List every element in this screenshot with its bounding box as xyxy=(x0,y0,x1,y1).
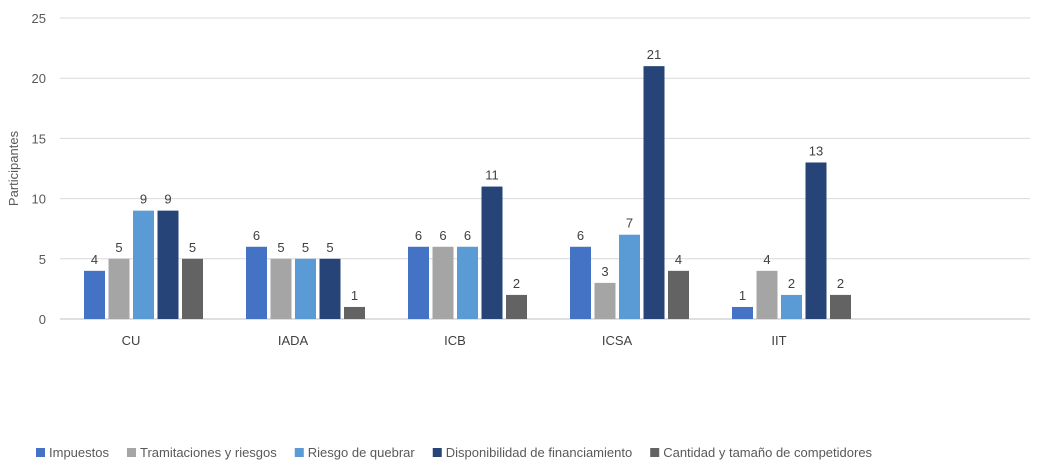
x-axis-categories: CU IADA ICB ICSA IIT xyxy=(122,333,787,348)
data-label: 9 xyxy=(164,192,171,207)
legend-swatch xyxy=(126,448,136,457)
bar-icsa-series-3 xyxy=(619,234,640,319)
data-label: 6 xyxy=(439,228,446,243)
data-label: 9 xyxy=(140,192,147,207)
legend: Impuestos Tramitaciones y riesgos Riesgo d… xyxy=(36,445,873,460)
legend-swatch xyxy=(36,448,45,457)
bar-icb-series-2 xyxy=(432,246,454,319)
legend-label: Tramitaciones y riesgos xyxy=(140,445,277,460)
data-labels: 4 5 9 9 5 6 5 5 5 1 6 6 6 11 2 6 3 7 21 4 1 4 2 13 2 xyxy=(91,47,844,303)
bar-cu-series-3 xyxy=(133,210,154,319)
bar-icsa-series-4 xyxy=(643,66,665,319)
legend-label: Impuestos xyxy=(49,445,109,460)
legend-swatch xyxy=(432,448,442,457)
data-label: 4 xyxy=(675,252,682,267)
bar-iada-series-3 xyxy=(295,258,316,319)
legend-swatch xyxy=(294,448,304,457)
y-tick-label: 20 xyxy=(32,71,46,86)
data-label: 21 xyxy=(647,47,661,62)
bar-iit-series-1 xyxy=(732,306,753,319)
data-label: 5 xyxy=(189,240,196,255)
y-tick-label: 15 xyxy=(32,131,46,146)
data-label: 2 xyxy=(788,276,795,291)
data-label: 1 xyxy=(351,288,358,303)
bar-iit-series-3 xyxy=(781,294,802,319)
y-axis-ticks: 0 5 10 15 20 25 xyxy=(32,11,46,327)
data-label: 2 xyxy=(837,276,844,291)
x-category-label: IIT xyxy=(771,333,786,348)
gridlines xyxy=(60,17,1030,320)
bar-iit-series-2 xyxy=(756,270,778,319)
data-label: 3 xyxy=(601,264,608,279)
data-label: 4 xyxy=(91,252,98,267)
bar-icb-series-1 xyxy=(408,246,429,319)
legend-swatch xyxy=(650,448,660,457)
data-label: 1 xyxy=(739,288,746,303)
bar-iit-series-4 xyxy=(805,162,827,319)
data-label: 7 xyxy=(626,216,633,231)
data-label: 11 xyxy=(485,168,499,183)
y-axis-title: Participantes xyxy=(6,130,21,206)
data-label: 4 xyxy=(763,252,770,267)
x-category-label: ICB xyxy=(444,333,466,348)
bar-iada-series-1 xyxy=(246,246,267,319)
bar-icsa-series-5 xyxy=(668,270,689,319)
data-label: 13 xyxy=(809,143,823,158)
x-category-label: ICSA xyxy=(602,333,633,348)
data-label: 6 xyxy=(253,228,260,243)
legend-label: Disponibilidad de financiamiento xyxy=(446,445,632,460)
data-label: 5 xyxy=(326,240,333,255)
data-label: 5 xyxy=(115,240,122,255)
data-label: 6 xyxy=(577,228,584,243)
y-tick-label: 10 xyxy=(32,192,46,207)
bar-icsa-series-2 xyxy=(594,282,616,319)
legend-label: Cantidad y tamaño de competidores xyxy=(663,445,872,460)
bars xyxy=(84,66,851,319)
bar-cu-series-5 xyxy=(182,258,203,319)
data-label: 5 xyxy=(277,240,284,255)
bar-icb-series-5 xyxy=(506,294,527,319)
bar-iada-series-4 xyxy=(319,258,341,319)
bar-iada-series-2 xyxy=(270,258,292,319)
bar-icsa-series-1 xyxy=(570,246,591,319)
bar-iada-series-5 xyxy=(344,306,365,319)
bar-icb-series-3 xyxy=(457,246,478,319)
x-category-label: IADA xyxy=(278,333,309,348)
data-label: 2 xyxy=(513,276,520,291)
data-label: 6 xyxy=(415,228,422,243)
bar-cu-series-4 xyxy=(157,210,179,319)
x-category-label: CU xyxy=(122,333,141,348)
bar-cu-series-1 xyxy=(84,270,105,319)
legend-label: Riesgo de quebrar xyxy=(308,445,416,460)
y-tick-label: 0 xyxy=(39,312,46,327)
y-tick-label: 25 xyxy=(32,11,46,26)
data-label: 5 xyxy=(302,240,309,255)
data-label: 6 xyxy=(464,228,471,243)
bar-icb-series-4 xyxy=(481,186,503,319)
y-tick-label: 5 xyxy=(39,252,46,267)
bar-iit-series-5 xyxy=(830,294,851,319)
bar-cu-series-2 xyxy=(108,258,130,319)
